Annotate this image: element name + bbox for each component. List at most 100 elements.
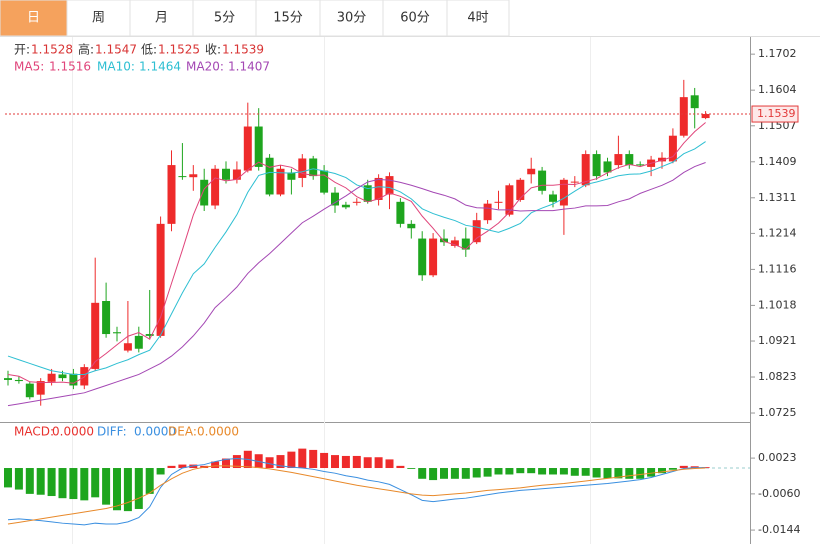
candle-body (91, 302, 100, 369)
macd-bar (429, 468, 438, 481)
candle-body (581, 154, 590, 186)
macd-bar (298, 448, 307, 469)
ma-line (7, 141, 706, 375)
macd-bar (374, 457, 383, 469)
ma-line (7, 122, 706, 384)
candle-body (570, 181, 579, 183)
candle-body (592, 154, 601, 177)
tab[interactable] (255, 0, 321, 37)
candle-body (407, 223, 416, 229)
candle-body (222, 168, 230, 180)
macd-line (7, 458, 706, 526)
macd-bar (418, 468, 427, 479)
tab-label[interactable]: 月 (155, 11, 168, 26)
macd-bar (516, 468, 525, 474)
candle-body (559, 179, 568, 206)
macd-bar (341, 455, 350, 469)
legend-name: MA5: (14, 60, 44, 74)
candle-body (658, 157, 666, 162)
candle-body (331, 192, 339, 206)
candle-body (668, 135, 677, 162)
tab-label[interactable]: 60分 (400, 11, 430, 26)
macd-bar (232, 455, 241, 469)
candle-body (211, 168, 220, 206)
macd-bar (25, 468, 34, 494)
tab[interactable] (319, 0, 384, 37)
y-tick-label: 1.1116 (758, 262, 797, 275)
candle-body (25, 383, 34, 398)
tab[interactable] (0, 0, 68, 37)
y-tick-label: 1.0921 (758, 334, 797, 347)
candle-body (352, 201, 361, 203)
macd-bar (538, 468, 547, 475)
candle-body (396, 201, 405, 224)
ohlc-value: 1.1547 (95, 43, 137, 57)
legend-value: 0.0000 (52, 425, 94, 439)
candle-body (341, 204, 350, 208)
y-tick-label: 1.1018 (758, 298, 797, 311)
candle-body (461, 238, 470, 250)
y-tick-label: 1.1409 (758, 155, 797, 168)
legend-name: DIFF: (97, 425, 127, 439)
macd-bar (352, 455, 361, 469)
y-tick-label: 1.0725 (758, 406, 797, 419)
candle-body (701, 114, 710, 119)
macd-bar (320, 452, 329, 469)
tab-label[interactable]: 5分 (214, 11, 235, 26)
legend-value: 1.1407 (228, 60, 270, 74)
legend-value: 1.1464 (139, 60, 181, 74)
macd-bar (167, 465, 176, 469)
macd-bar (396, 465, 405, 469)
candle-body (614, 154, 623, 166)
macd-bar (363, 457, 372, 469)
y-tick-label: 1.1604 (758, 83, 797, 96)
macd-bar (483, 468, 492, 477)
tab[interactable] (446, 0, 510, 37)
candle-body (625, 154, 634, 166)
candle-body (679, 97, 688, 136)
macd-bar (211, 461, 220, 469)
macd-bar (145, 468, 154, 494)
y-tick-label: 1.1702 (758, 47, 797, 60)
candle-body (4, 378, 12, 380)
candle-body (483, 203, 492, 221)
macd-bar (440, 468, 448, 479)
macd-bar (36, 468, 45, 495)
candle-body (113, 332, 121, 334)
y-tick-label: -0.0144 (758, 523, 800, 536)
y-tick-label: 1.1311 (758, 191, 797, 204)
tab-label[interactable]: 周 (92, 11, 105, 26)
candle-body (385, 176, 394, 195)
macd-line (7, 465, 706, 525)
candle-body (516, 179, 525, 200)
ohlc-label: 低: (141, 43, 157, 57)
tab-label[interactable]: 日 (27, 11, 40, 26)
candle-body (134, 335, 143, 349)
candle-body (309, 158, 318, 177)
candle-body (494, 201, 503, 203)
tab-label[interactable]: 4时 (467, 11, 488, 26)
candle-body (167, 165, 176, 224)
candle-body (232, 169, 241, 180)
macd-bar (559, 468, 568, 475)
tab[interactable] (66, 0, 131, 37)
tab[interactable] (192, 0, 257, 37)
macd-bar (134, 468, 143, 509)
macd-bar (69, 468, 78, 500)
candle-body (429, 238, 438, 276)
candle-body (298, 158, 307, 178)
macd-bar (331, 455, 339, 469)
tab[interactable] (382, 0, 448, 37)
candle-body (549, 194, 557, 202)
candle-body (102, 300, 111, 335)
candle-body (69, 373, 78, 386)
candle-body (36, 381, 45, 395)
candle-body (200, 179, 209, 206)
tab[interactable] (129, 0, 194, 37)
macd-bar (385, 459, 394, 469)
candle-body (320, 170, 329, 193)
tab-label[interactable]: 30分 (337, 11, 367, 26)
tab-label[interactable]: 15分 (273, 11, 303, 26)
